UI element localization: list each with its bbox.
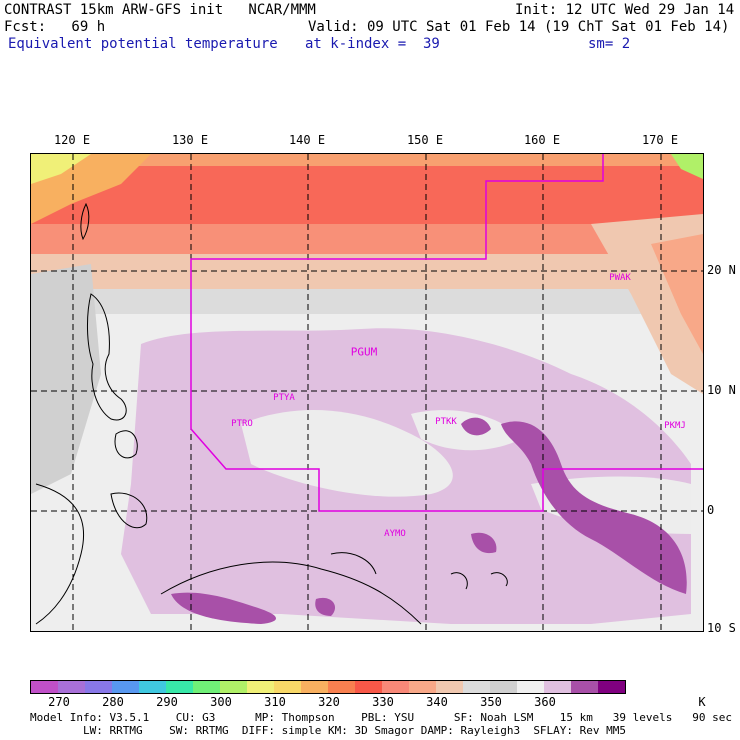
station-label: PGUM	[350, 345, 378, 359]
colorbar-swatch	[274, 681, 301, 693]
model-title: CONTRAST 15km ARW-GFS init NCAR/MMM	[4, 2, 316, 18]
field-name: Equivalent potential temperature	[8, 36, 278, 52]
lon-label: 130 E	[171, 133, 209, 147]
lon-label: 150 E	[406, 133, 444, 147]
colorbar-label: 300	[210, 695, 232, 709]
colorbar-swatch	[85, 681, 112, 693]
colorbar-swatch	[112, 681, 139, 693]
colorbar-label: 310	[264, 695, 286, 709]
colorbar-swatch	[490, 681, 517, 693]
colorbar-swatch	[598, 681, 625, 693]
lon-label: 170 E	[641, 133, 679, 147]
station-label: PTYA	[273, 393, 295, 403]
lon-label: 140 E	[288, 133, 326, 147]
colorbar-swatch	[409, 681, 436, 693]
colorbar-swatch	[463, 681, 490, 693]
weather-map[interactable]	[30, 153, 704, 632]
lat-label: 0	[707, 503, 715, 517]
colorbar-swatch	[193, 681, 220, 693]
colorbar-swatch	[328, 681, 355, 693]
lat-label: 10 S	[707, 621, 736, 635]
k-index: at k-index = 39	[305, 36, 440, 52]
lon-label: 120 E	[53, 133, 91, 147]
station-label: PKMJ	[664, 421, 686, 431]
map-canvas	[31, 154, 703, 631]
model-info-line1: Model Info: V3.5.1 CU: G3 MP: Thompson P…	[30, 711, 732, 724]
station-label: AYMO	[384, 529, 406, 539]
valid-time: Valid: 09 UTC Sat 01 Feb 14 (19 ChT Sat …	[308, 19, 730, 35]
colorbar-swatch	[31, 681, 58, 693]
colorbar-swatch	[571, 681, 598, 693]
colorbar-label: 350	[480, 695, 502, 709]
station-label: PTKK	[435, 417, 457, 427]
colorbar-label: 340	[426, 695, 448, 709]
lat-label: 20 N	[707, 263, 736, 277]
colorbar-swatch	[220, 681, 247, 693]
colorbar-swatch	[247, 681, 274, 693]
forecast-hour: Fcst: 69 h	[4, 19, 106, 35]
colorbar-swatch	[436, 681, 463, 693]
model-info-line2: LW: RRTMG SW: RRTMG DIFF: simple KM: 3D …	[30, 724, 627, 737]
colorbar-label: 330	[372, 695, 394, 709]
lat-label: 10 N	[707, 383, 736, 397]
colorbar-label: 270	[48, 695, 70, 709]
colorbar-label: 320	[318, 695, 340, 709]
smoothing: sm= 2	[588, 36, 631, 52]
colorbar-label: 290	[156, 695, 178, 709]
colorbar-swatch	[58, 681, 85, 693]
colorbar-swatch	[517, 681, 544, 693]
lon-label: 160 E	[523, 133, 561, 147]
colorbar-swatch	[544, 681, 571, 693]
init-time: Init: 12 UTC Wed 29 Jan 14	[515, 2, 735, 18]
station-label: PTRO	[231, 419, 253, 429]
colorbar-label: 360	[534, 695, 556, 709]
station-label: PWAK	[609, 273, 631, 283]
colorbar-swatch	[166, 681, 193, 693]
colorbar-label: 280	[102, 695, 124, 709]
colorbar-swatch	[355, 681, 382, 693]
colorbar-swatch	[301, 681, 328, 693]
colorbar-swatch	[139, 681, 166, 693]
colorbar	[30, 680, 626, 694]
colorbar-swatch	[382, 681, 409, 693]
colorbar-unit: K	[698, 695, 706, 709]
